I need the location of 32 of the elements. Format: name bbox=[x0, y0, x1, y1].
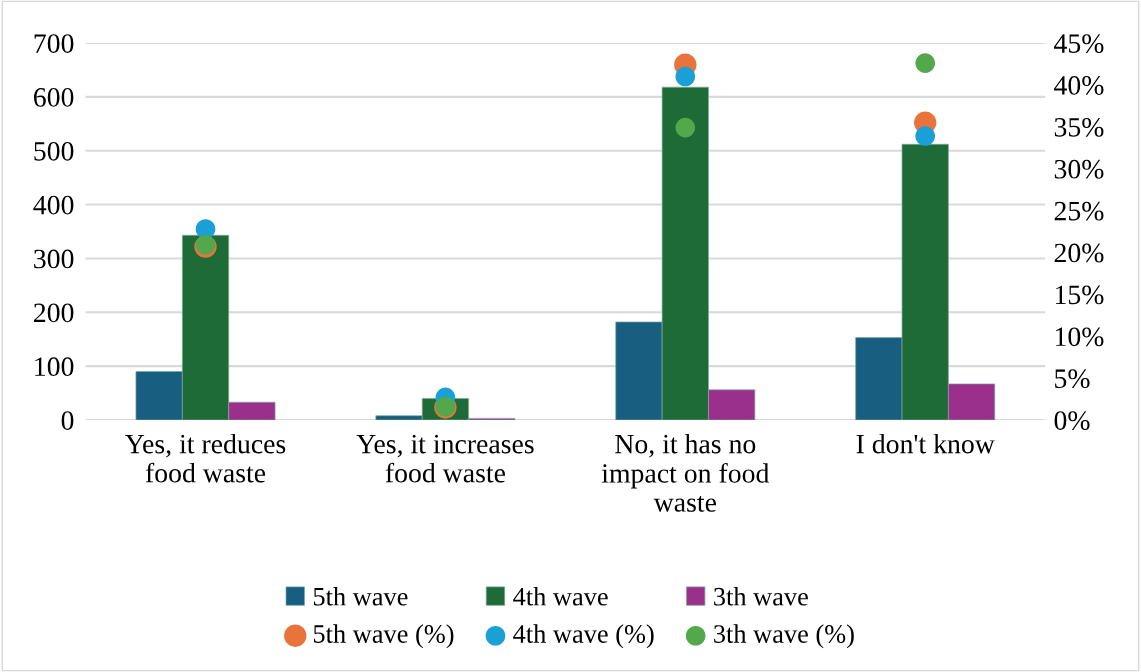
x-tick-label: I don't know bbox=[856, 433, 995, 454]
legend-label: 5th wave (%) bbox=[313, 624, 454, 649]
y2-tick-label: 30% bbox=[1054, 159, 1104, 179]
point bbox=[915, 126, 936, 146]
x-tick-label: No, it has no impact on food waste bbox=[601, 433, 770, 512]
legend-label: 5th wave bbox=[313, 587, 408, 606]
legend-label: 4th wave bbox=[513, 587, 608, 606]
legend-label: 3th wave (%) bbox=[714, 624, 854, 649]
y2-tick-label: 0% bbox=[1054, 411, 1090, 430]
y2-tick-label: 15% bbox=[1055, 285, 1104, 305]
point bbox=[675, 66, 696, 87]
x-tick-label: Yes, it reduces food waste bbox=[125, 433, 286, 483]
point bbox=[915, 53, 936, 73]
y2-tick-label: 40% bbox=[1054, 76, 1104, 95]
point bbox=[675, 117, 696, 138]
y2-tick-label: 5% bbox=[1055, 369, 1090, 389]
y-tick-label: 100 bbox=[35, 357, 74, 377]
legend-label: 3th wave bbox=[714, 587, 808, 606]
y-tick-label: 500 bbox=[34, 141, 74, 161]
y2-tick-label: 45% bbox=[1054, 34, 1104, 54]
y2-tick-label: 10% bbox=[1055, 327, 1104, 347]
y-tick-label: 0 bbox=[61, 411, 74, 430]
y-tick-label: 200 bbox=[34, 303, 74, 323]
y-tick-label: 700 bbox=[34, 34, 74, 53]
y-tick-label: 600 bbox=[33, 88, 74, 107]
y2-tick-label: 20% bbox=[1054, 243, 1104, 263]
y-tick-label: 300 bbox=[34, 249, 74, 269]
legend-label: 4th wave (%) bbox=[513, 624, 654, 649]
y2-tick-label: 25% bbox=[1054, 201, 1104, 221]
y-tick-label: 400 bbox=[33, 195, 74, 215]
y2-tick-label: 35% bbox=[1054, 117, 1104, 137]
x-tick-label: Yes, it increases food waste bbox=[356, 434, 534, 483]
